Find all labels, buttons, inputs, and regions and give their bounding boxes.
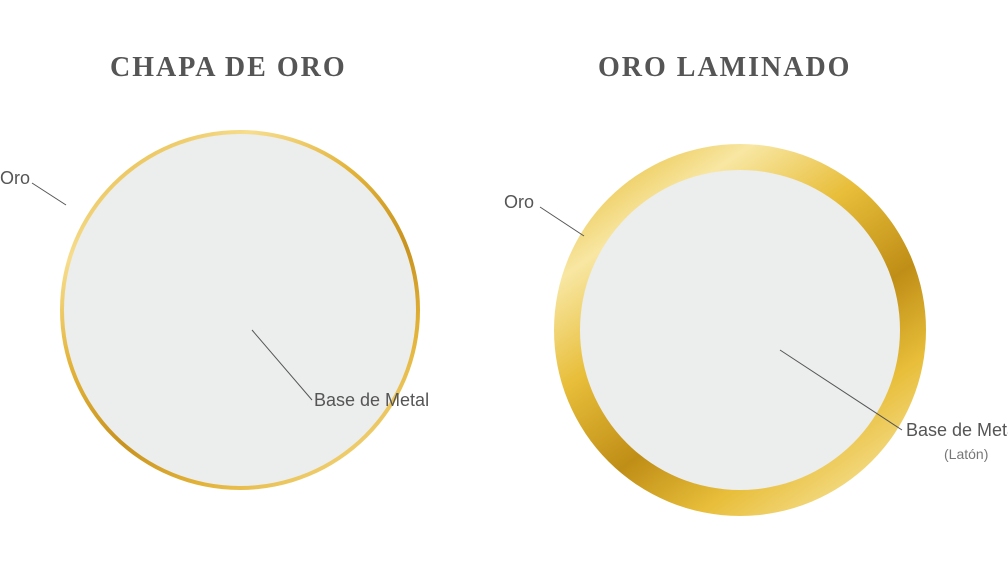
core-metal-left bbox=[64, 134, 416, 486]
label-base-metal-left: Base de Metal bbox=[314, 390, 429, 411]
core-metal-right bbox=[580, 170, 900, 490]
label-base-metal-right: Base de Meta bbox=[906, 420, 1008, 441]
diagram-stage: CHAPA DE ORO ORO LAMINADO Oro Base de Me… bbox=[0, 0, 1008, 585]
comparison-diagram bbox=[0, 0, 1008, 585]
label-oro-right: Oro bbox=[504, 192, 534, 213]
leader-oro-right bbox=[540, 207, 584, 236]
leader-oro-left bbox=[32, 183, 66, 205]
label-oro-left: Oro bbox=[0, 168, 30, 189]
label-laton: (Latón) bbox=[944, 446, 988, 462]
